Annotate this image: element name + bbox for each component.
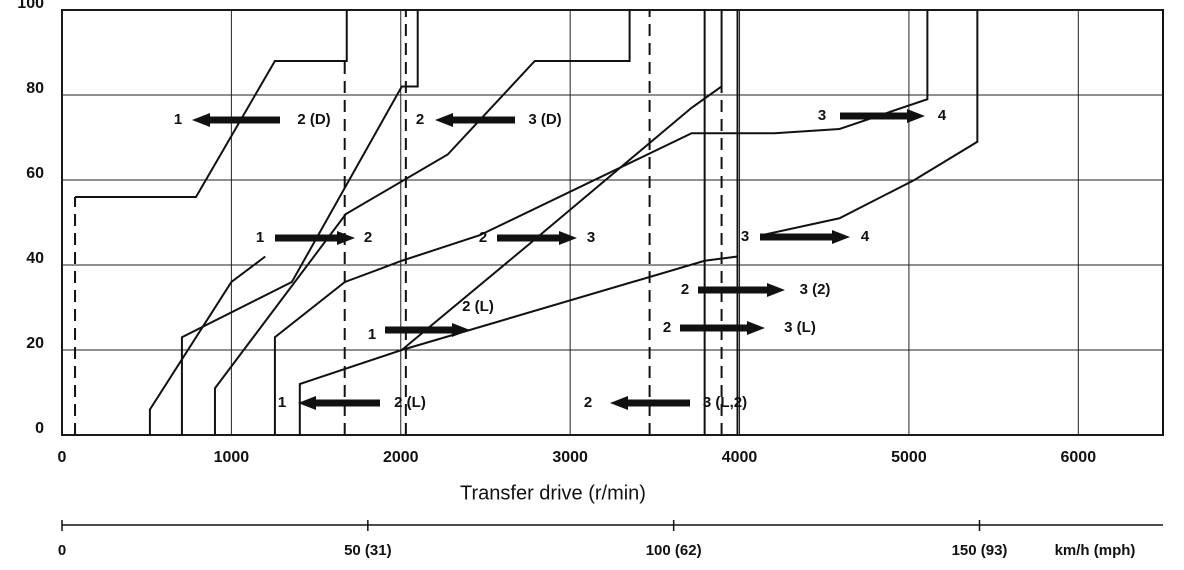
shift-line <box>761 10 979 237</box>
annotation-from: 2 <box>479 229 487 246</box>
y-tick-label: 100 <box>17 0 44 12</box>
shift-line <box>273 10 929 435</box>
arrow-head <box>767 283 785 297</box>
y-tick-label: 80 <box>26 80 44 97</box>
y-tick-label: 0 <box>35 420 44 437</box>
x-tick-label: 5000 <box>891 449 927 466</box>
annotation-from: 1 <box>278 394 286 411</box>
annotation-to: 3 (L) <box>784 319 816 336</box>
shift-line <box>148 255 266 435</box>
arrow-head <box>192 113 210 127</box>
annotation-to: 3 <box>587 229 595 246</box>
arrow-head <box>337 231 355 245</box>
arrow-head <box>452 323 470 337</box>
annotation-to: 2 <box>364 229 372 246</box>
annotation-from: 2 <box>681 281 689 298</box>
annotation-to: 2 (L) <box>394 394 426 411</box>
x-tick-label: 2000 <box>383 449 419 466</box>
arrow-head <box>610 396 628 410</box>
x-tick-label: 0 <box>58 449 67 466</box>
x2-tick-label: 50 (31) <box>344 542 392 559</box>
annotation-to: 4 <box>861 228 870 245</box>
x-tick-label: 4000 <box>722 449 758 466</box>
annotation-from: 1 <box>256 229 264 246</box>
y-tick-label: 40 <box>26 250 44 267</box>
x-tick-label: 3000 <box>552 449 588 466</box>
y-tick-label: 60 <box>26 165 44 182</box>
shift-line <box>298 10 723 435</box>
arrow-head <box>435 113 453 127</box>
shift-line <box>213 10 631 435</box>
arrow-head <box>907 109 925 123</box>
arrow-head <box>747 321 765 335</box>
annotation-to: 3 (D) <box>528 111 561 128</box>
arrow-head <box>559 231 577 245</box>
x2-axis-title: km/h (mph) <box>1055 542 1136 559</box>
annotation-from: 1 <box>368 326 376 343</box>
x2-tick-label: 0 <box>58 542 66 559</box>
annotation-from: 3 <box>818 107 826 124</box>
x-tick-label: 1000 <box>214 449 250 466</box>
arrow-head <box>832 230 850 244</box>
annotation-from: 1 <box>174 111 182 128</box>
arrow-head <box>298 396 316 410</box>
annotation-to: 2 (D) <box>297 111 330 128</box>
annotation-from: 2 <box>584 394 592 411</box>
x-axis-title: Transfer drive (r/min) <box>460 482 646 504</box>
annotation-from: 2 <box>416 111 424 128</box>
shift-line <box>180 10 419 435</box>
annotation-to: 3 (L,2) <box>703 394 747 411</box>
annotation-from: 3 <box>741 228 749 245</box>
x2-tick-label: 150 (93) <box>952 542 1008 559</box>
shift-line <box>75 10 348 198</box>
annotation-to: 3 (2) <box>800 281 831 298</box>
annotation-from: 2 <box>663 319 671 336</box>
x2-tick-label: 100 (62) <box>646 542 702 559</box>
annotation-to: 4 <box>938 107 947 124</box>
annotation-to: 2 (L) <box>462 298 494 315</box>
x-tick-label: 6000 <box>1061 449 1097 466</box>
y-tick-label: 20 <box>26 335 44 352</box>
